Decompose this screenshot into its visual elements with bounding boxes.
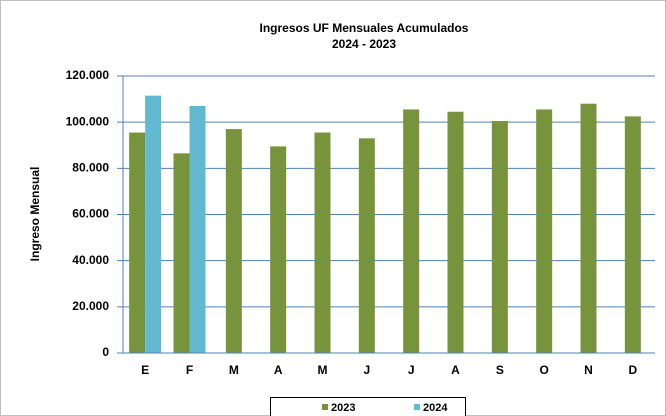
y-tick-label: 40.000 xyxy=(72,253,109,267)
chart-title: Ingresos UF Mensuales Acumulados xyxy=(260,21,469,35)
x-tick-label: S xyxy=(496,363,504,377)
y-tick-label: 120.000 xyxy=(66,68,110,82)
bar xyxy=(580,103,597,353)
x-tick-label: D xyxy=(628,363,637,377)
chart-subtitle: 2024 - 2023 xyxy=(332,37,396,51)
y-tick-label: 80.000 xyxy=(72,161,109,175)
x-tick-label: M xyxy=(318,363,328,377)
y-tick-label: 0 xyxy=(102,345,109,359)
x-tick-label: A xyxy=(451,363,460,377)
legend-label: 2024 xyxy=(423,402,448,414)
bar xyxy=(536,109,553,354)
bar xyxy=(189,106,206,353)
bar xyxy=(270,146,287,353)
bar xyxy=(314,132,331,353)
x-tick-label: N xyxy=(584,363,593,377)
x-tick-label: F xyxy=(186,363,193,377)
x-tick-label: M xyxy=(229,363,239,377)
x-tick-label: J xyxy=(408,363,415,377)
x-tick-label: J xyxy=(363,363,370,377)
bar xyxy=(358,138,375,353)
bar xyxy=(491,121,508,353)
bar xyxy=(624,116,641,353)
y-tick-label: 60.000 xyxy=(72,207,109,221)
bar xyxy=(403,109,420,354)
y-tick-label: 100.000 xyxy=(66,114,110,128)
bar xyxy=(145,95,162,353)
legend-swatch xyxy=(322,404,328,410)
bar xyxy=(225,129,242,353)
x-tick-label: O xyxy=(539,363,548,377)
bar xyxy=(447,111,464,353)
y-axis-label: Ingreso Mensual xyxy=(28,167,42,262)
legend-label: 2023 xyxy=(331,402,355,414)
bar xyxy=(129,132,146,353)
x-tick-label: A xyxy=(274,363,283,377)
legend-box xyxy=(270,397,466,416)
y-tick-label: 20.000 xyxy=(72,299,109,313)
legend-swatch xyxy=(414,404,420,410)
bar xyxy=(173,153,190,353)
x-tick-label: E xyxy=(141,363,149,377)
